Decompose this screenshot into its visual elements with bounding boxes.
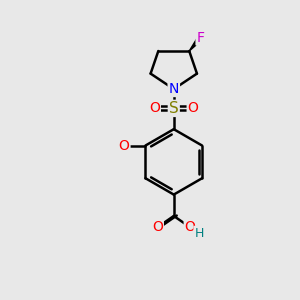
Polygon shape	[189, 36, 203, 51]
Text: F: F	[196, 31, 205, 45]
Text: S: S	[169, 101, 179, 116]
Text: O: O	[188, 101, 199, 116]
Text: O: O	[152, 220, 163, 234]
Text: O: O	[149, 101, 160, 116]
Text: H: H	[194, 227, 204, 240]
Text: O: O	[185, 220, 196, 234]
Text: O: O	[118, 139, 130, 152]
Text: N: N	[169, 82, 179, 96]
